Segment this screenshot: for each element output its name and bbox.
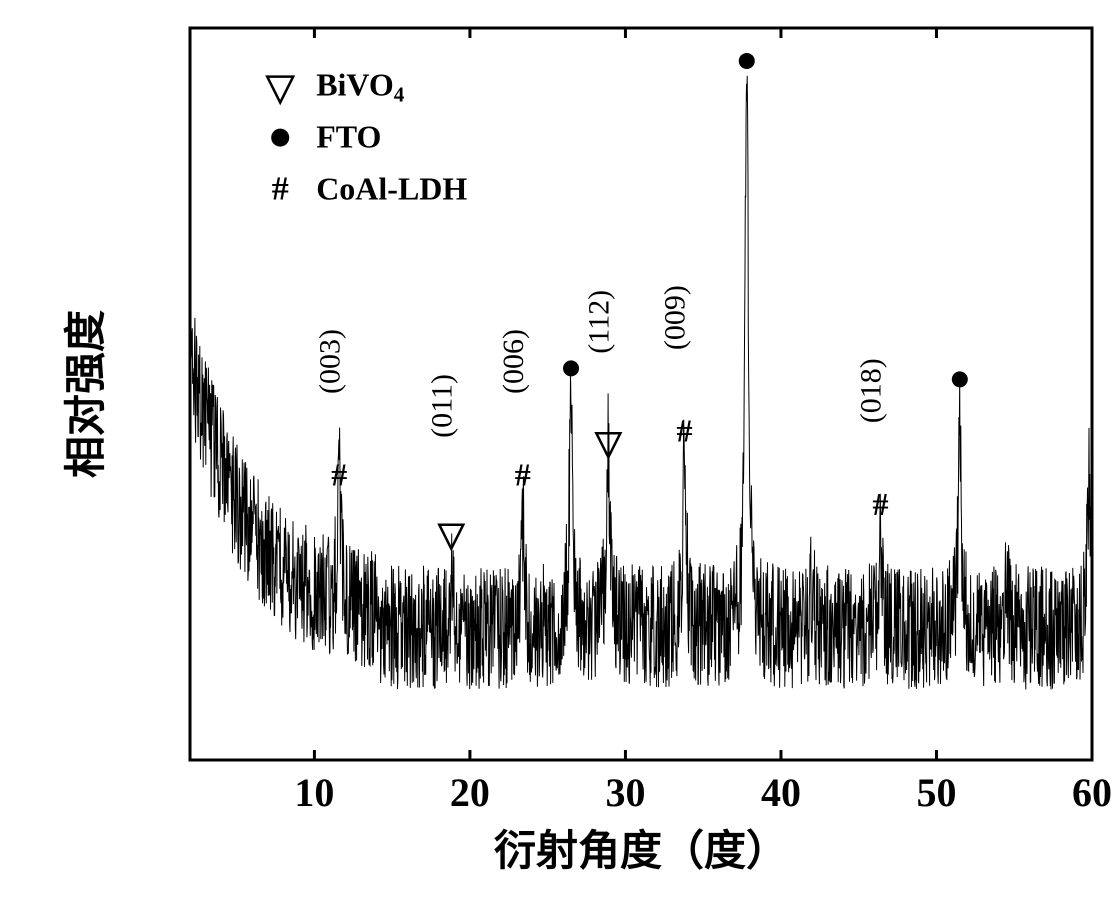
svg-text:50: 50 — [916, 770, 956, 815]
svg-text:(003): (003) — [313, 329, 346, 394]
svg-text:相对强度: 相对强度 — [63, 310, 110, 478]
svg-text:60: 60 — [1072, 770, 1112, 815]
svg-text:#: # — [272, 171, 289, 208]
svg-text:#: # — [331, 457, 347, 493]
svg-text:#: # — [515, 457, 531, 493]
svg-text:(018): (018) — [854, 358, 887, 423]
svg-text:10: 10 — [294, 770, 334, 815]
xrd-chart: 10 20 30 40 50 60 衍射角度（度） 相对强度 # (003) (011) # (006)… — [0, 0, 1120, 900]
svg-text:40: 40 — [761, 770, 801, 815]
svg-text:(112): (112) — [582, 290, 615, 354]
svg-text:FTO: FTO — [316, 119, 381, 155]
svg-text:(006): (006) — [497, 329, 530, 394]
svg-text:#: # — [677, 413, 693, 449]
chart-svg: 10 20 30 40 50 60 衍射角度（度） 相对强度 # (003) (011) # (006)… — [0, 0, 1120, 900]
svg-text:衍射角度（度）: 衍射角度（度） — [494, 828, 788, 875]
svg-text:BiVO4: BiVO4 — [316, 67, 405, 107]
svg-text:CoAl-LDH: CoAl-LDH — [316, 171, 467, 207]
svg-text:(009): (009) — [659, 285, 692, 350]
svg-text:(011): (011) — [425, 374, 458, 438]
svg-text:#: # — [872, 486, 888, 522]
svg-text:30: 30 — [605, 770, 645, 815]
svg-text:20: 20 — [450, 770, 490, 815]
